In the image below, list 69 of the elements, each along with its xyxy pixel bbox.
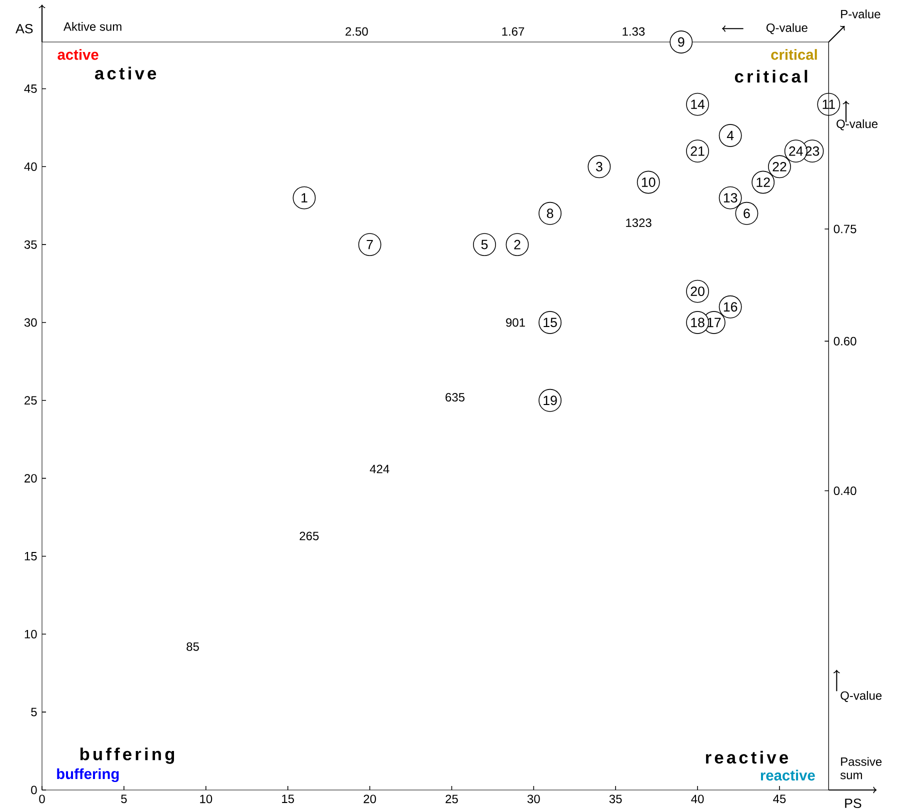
y-tick-label: 40 <box>24 162 37 171</box>
y-tick-label: 15 <box>24 552 37 560</box>
x-tick-label: 30 <box>527 794 540 804</box>
x2-axis-title: Q-value <box>766 23 808 34</box>
annotation: reactive <box>706 750 788 764</box>
annotation: 12 <box>756 178 770 187</box>
annotation: 13 <box>724 193 738 203</box>
annotation: 7 <box>366 240 373 250</box>
annotation: 19 <box>544 396 557 406</box>
x-tick-label: 40 <box>691 794 704 804</box>
y-tick-label: 45 <box>24 84 37 93</box>
annotation: 15 <box>544 318 557 328</box>
y-tick-label: 30 <box>24 318 37 327</box>
text: Q-value <box>840 691 882 702</box>
annotation: 16 <box>724 302 738 312</box>
x-axis-title: PS <box>845 798 862 808</box>
annotation: 6 <box>744 208 750 218</box>
text: 1.67 <box>502 27 524 36</box>
text: Aktive sum <box>63 22 122 31</box>
x-tick-label: 15 <box>282 794 294 804</box>
annotation: 8 <box>546 208 554 218</box>
x-tick-label: 45 <box>773 794 786 804</box>
annotation: 2 <box>514 240 520 250</box>
annotation: 1 <box>302 193 308 202</box>
annotation: 20 <box>690 286 704 296</box>
y-tick-label: 0 <box>31 786 37 794</box>
y-tick-label: 10 <box>24 630 37 638</box>
x-tick-label: 35 <box>609 794 622 804</box>
y2-tick-label: 0.75 <box>834 224 856 234</box>
annotation: 901 <box>506 318 525 327</box>
annotation: 424 <box>370 464 390 474</box>
annotation: reactive <box>760 770 815 781</box>
annotation: 10 <box>642 178 656 187</box>
x-tick-label: 25 <box>446 794 458 804</box>
annotation: 4 <box>726 130 734 140</box>
annotation: 14 <box>691 100 705 109</box>
annotation: 265 <box>300 532 319 540</box>
text: Passive sum <box>840 757 882 780</box>
y-tick-label: 35 <box>24 240 37 249</box>
annotation: 22 <box>772 162 786 172</box>
text: 2.50 <box>346 27 368 36</box>
annotation: 5 <box>481 240 488 250</box>
y-tick-label: 25 <box>24 396 37 405</box>
x-tick-label: 5 <box>121 794 127 804</box>
annotation: buffering <box>80 748 174 764</box>
text: 1.33 <box>622 27 645 36</box>
y-axis-title: AS <box>16 24 33 34</box>
annotation: buffering <box>57 768 119 782</box>
annotation: critical <box>771 49 817 60</box>
annotation: 1323 <box>626 218 652 228</box>
y-tick-label: 5 <box>31 708 37 716</box>
annotation: 24 <box>789 146 803 156</box>
x-tick-label: 20 <box>364 794 376 804</box>
annotation: 21 <box>690 146 704 156</box>
y2-axis-title: Q-value <box>836 119 878 130</box>
annotation: 3 <box>596 162 602 172</box>
annotation: active <box>58 49 98 60</box>
x-tick-label: 10 <box>200 794 212 804</box>
annotation: active <box>95 66 156 80</box>
text: P-value <box>841 10 880 18</box>
y2-tick-label: 0.40 <box>834 486 856 496</box>
annotation: 18 <box>691 318 704 328</box>
y-tick-label: 20 <box>24 474 37 483</box>
x-tick-label: 0 <box>39 794 45 804</box>
annotation: 85 <box>186 642 199 651</box>
annotation: 9 <box>678 37 684 47</box>
annotation: 635 <box>446 393 465 402</box>
y2-tick-label: 0.60 <box>834 336 856 346</box>
annotation: critical <box>734 70 808 83</box>
